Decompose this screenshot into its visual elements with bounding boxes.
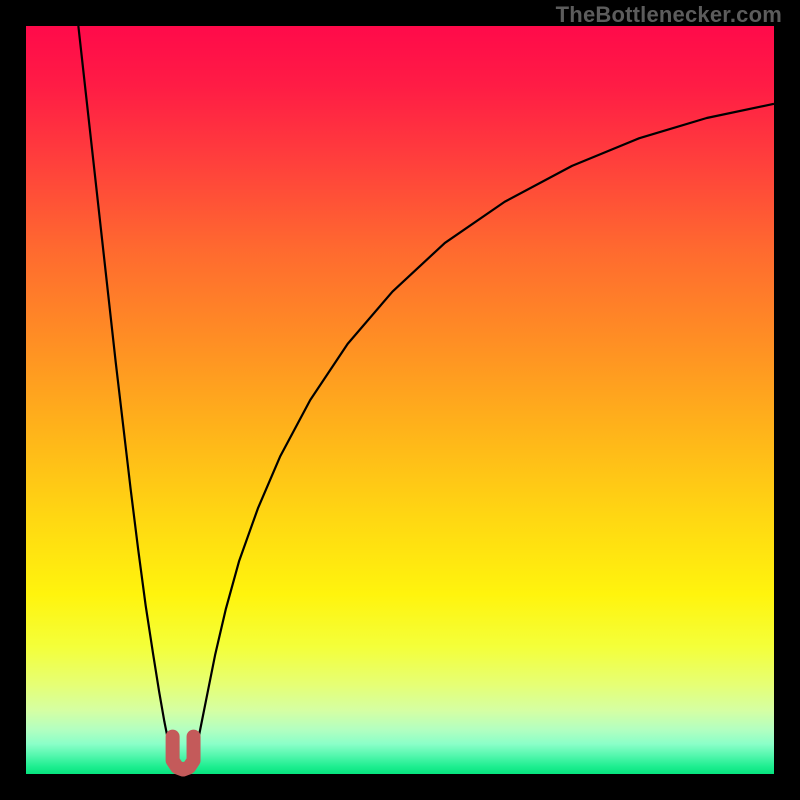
main-curve-left-branch: [78, 26, 172, 758]
chart-container: TheBottlenecker.com: [0, 0, 800, 800]
watermark-text: TheBottlenecker.com: [556, 2, 782, 28]
bottleneck-u-marker: [173, 737, 194, 770]
curves-layer: [26, 26, 774, 774]
main-curve-right-branch: [194, 104, 774, 758]
plot-frame: [26, 26, 774, 774]
